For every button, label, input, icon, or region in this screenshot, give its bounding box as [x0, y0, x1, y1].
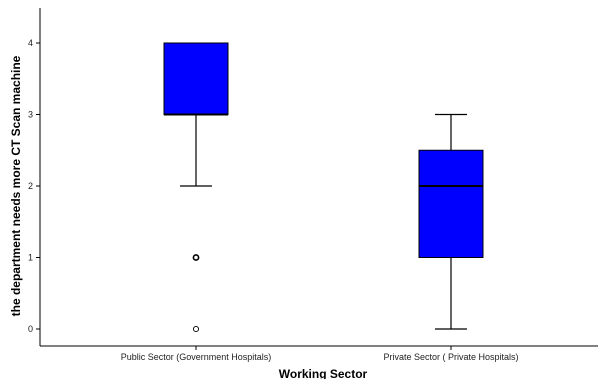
- boxes: [163, 42, 484, 333]
- x-tick-label: Public Sector (Government Hospitals): [121, 352, 272, 362]
- box-iqr: [418, 149, 484, 258]
- x-axis-title: Working Sector: [279, 367, 368, 379]
- y-tick-label: 0: [28, 324, 33, 334]
- x-tick-label: Private Sector ( Private Hospitals): [383, 352, 518, 362]
- y-tick-label: 1: [28, 253, 33, 263]
- outlier-point: [192, 325, 200, 333]
- box-1: [163, 42, 229, 333]
- y-axis-title: the department needs more CT Scan machin…: [9, 55, 23, 316]
- box-iqr: [163, 42, 229, 115]
- y-axis: 0 1 2 3 4: [28, 8, 41, 346]
- outlier-point: [192, 254, 200, 261]
- y-tick-label: 3: [28, 110, 33, 120]
- y-tick-label: 4: [28, 38, 33, 48]
- x-axis: Public Sector (Government Hospitals) Priv…: [40, 345, 598, 362]
- y-tick-label: 2: [28, 181, 33, 191]
- box-2: [418, 113, 484, 330]
